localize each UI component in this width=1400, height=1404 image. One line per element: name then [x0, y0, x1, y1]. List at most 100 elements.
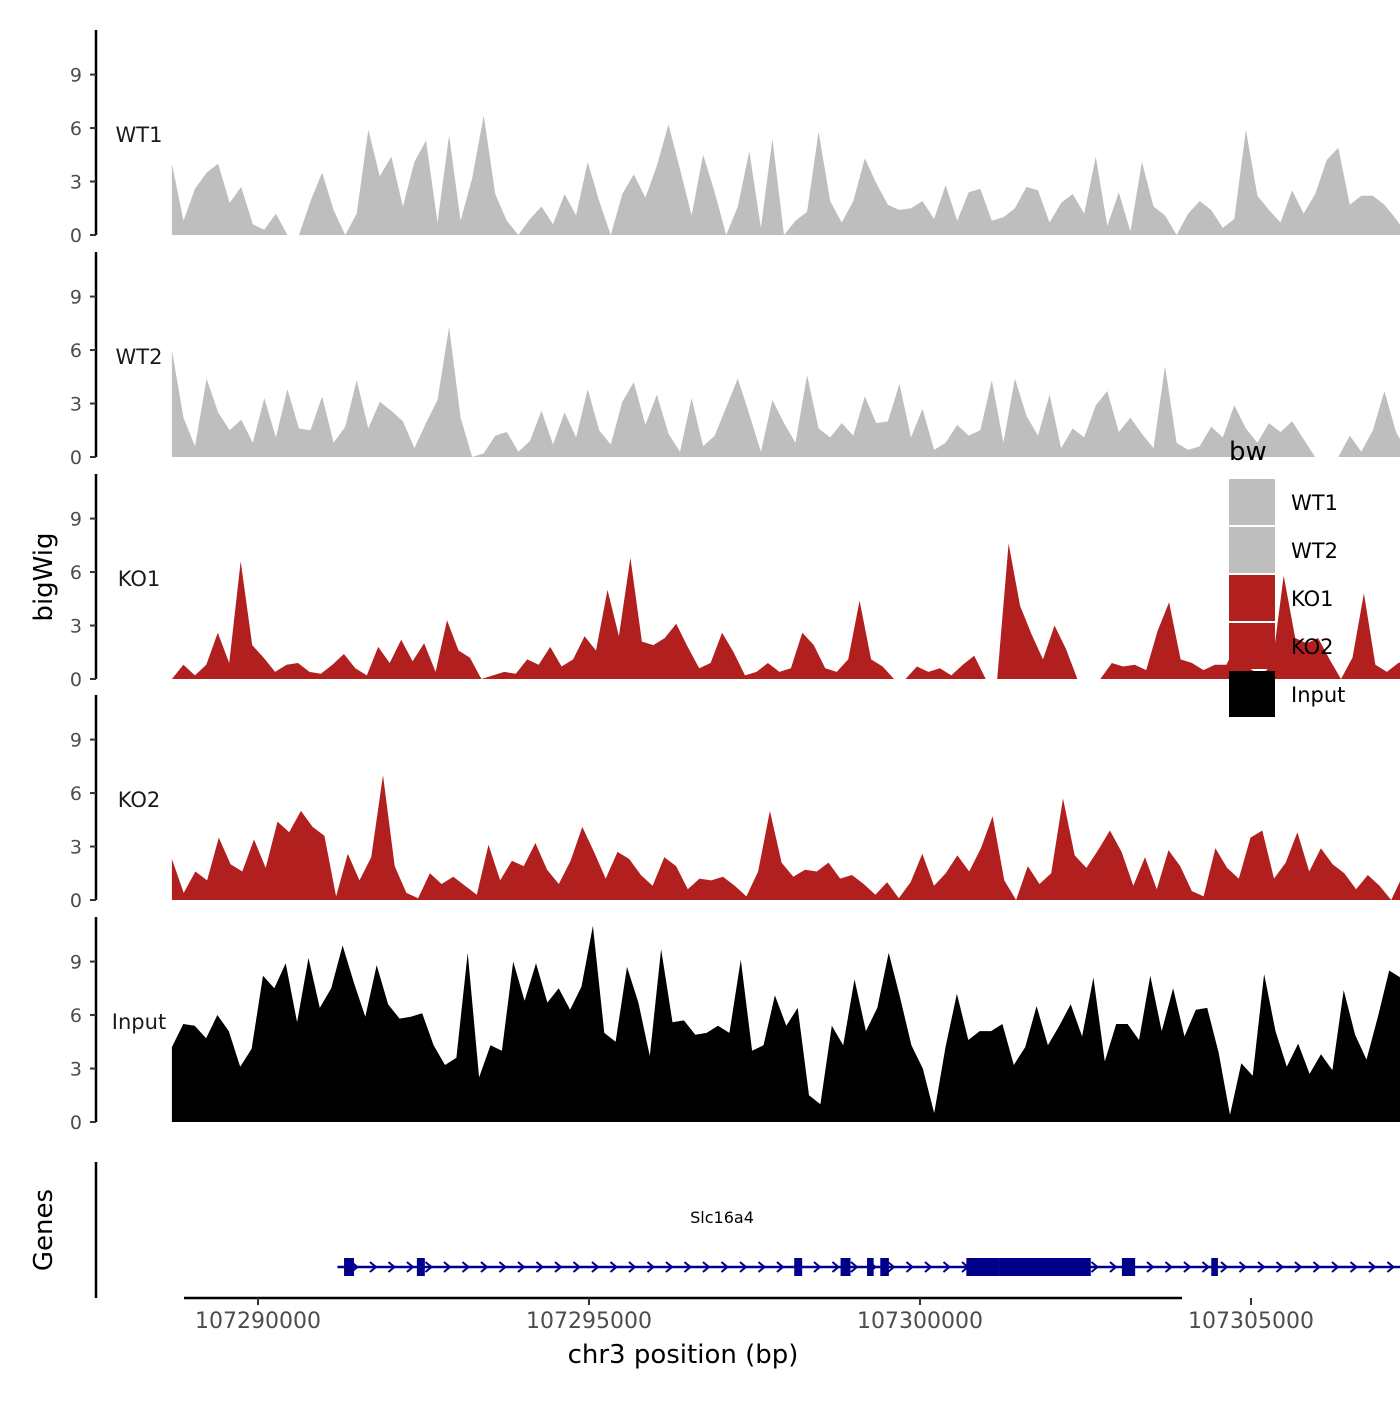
legend-swatch [1229, 575, 1275, 621]
strand-arrow [1109, 1261, 1118, 1273]
y-tick-label: 6 [70, 562, 82, 584]
strand-arrow [905, 1261, 915, 1273]
gene-exon [1121, 1258, 1136, 1276]
strand-arrow [1349, 1261, 1359, 1273]
gene-exon [867, 1258, 874, 1276]
track-panel-wt1: 0 3 6 9 WT1 [70, 30, 1400, 247]
y-tick-label: 3 [70, 1059, 82, 1081]
track-panels: 0 3 6 9 WT1 0 3 6 9 WT2 0 3 6 9 KO1 0 3 6 9 KO2 0 3 6 9 Input [70, 30, 1400, 1134]
strand-arrow [665, 1261, 674, 1273]
y-tick-label: 3 [70, 172, 82, 194]
strand-arrow [1386, 1261, 1396, 1273]
y-tick-label: 0 [70, 225, 82, 247]
strand-arrow [924, 1261, 933, 1273]
y-tick-label: 3 [70, 616, 82, 638]
gene-model [337, 1258, 1400, 1276]
strand-arrow [1183, 1261, 1192, 1273]
strand-arrow [831, 1261, 841, 1273]
strand-arrow [1238, 1261, 1248, 1273]
strand-arrow [498, 1261, 508, 1273]
strand-arrow [739, 1261, 748, 1273]
strand-arrow [646, 1261, 656, 1273]
legend-title: bw [1229, 437, 1267, 467]
coverage-area-ko2 [171, 775, 1400, 900]
legend-item-ko1: KO1 [1229, 575, 1334, 621]
strand-arrow [757, 1261, 767, 1273]
y-tick-label: 9 [70, 509, 82, 531]
y-tick-label: 0 [70, 890, 82, 912]
strand-arrow [554, 1261, 563, 1273]
y-tick-label: 9 [70, 730, 82, 752]
legend-label: Input [1291, 683, 1345, 707]
x-tick-label: 107300000 [857, 1309, 983, 1334]
y-tick-label: 6 [70, 783, 82, 805]
strand-arrow [1146, 1261, 1155, 1273]
strand-arrow [424, 1261, 434, 1273]
legend-items: WT1 WT2 KO1 KO2 Input [1229, 479, 1345, 717]
gene-exon [344, 1258, 354, 1276]
strand-arrow [702, 1261, 711, 1273]
track-panel-ko1: 0 3 6 9 KO1 [70, 474, 1400, 691]
gene-exon [966, 1258, 1000, 1276]
strand-arrow [443, 1261, 452, 1273]
y-tick-label: 9 [70, 952, 82, 974]
strand-arrow [609, 1261, 619, 1273]
strand-arrow [517, 1261, 526, 1273]
strand-arrow [572, 1261, 582, 1273]
legend-swatch [1229, 623, 1275, 669]
x-axis: 1072900001072950001073000001073050001073… [184, 1296, 1314, 1370]
coverage-area-input [171, 925, 1400, 1122]
track-panel-ko2: 0 3 6 9 KO2 [70, 695, 1400, 912]
y-tick-label: 3 [70, 837, 82, 859]
strand-arrow [776, 1261, 785, 1273]
y-tick-label: 6 [70, 118, 82, 140]
strand-arrow [480, 1261, 489, 1273]
x-axis-title: chr3 position (bp) [568, 1340, 799, 1370]
legend-label: KO2 [1291, 635, 1334, 659]
coverage-area-ko1 [171, 543, 1400, 679]
strand-arrow [1257, 1261, 1266, 1273]
x-tick-label: 107295000 [526, 1309, 652, 1334]
track-label-wt2: WT2 [116, 345, 163, 369]
genes-axis-title: Genes [29, 1189, 59, 1271]
gene-exon [794, 1258, 803, 1276]
strand-arrow [1312, 1261, 1322, 1273]
coverage-area-wt1 [171, 115, 1400, 235]
y-tick-label: 6 [70, 340, 82, 362]
strand-arrow [1090, 1261, 1100, 1273]
y-tick-label: 6 [70, 1005, 82, 1027]
strand-arrow [942, 1261, 952, 1273]
y-axis-title: bigWig [29, 532, 59, 621]
gene-exon [999, 1258, 1091, 1276]
track-panel-wt2: 0 3 6 9 WT2 [70, 252, 1400, 469]
y-tick-label: 9 [70, 65, 82, 87]
legend-label: KO1 [1291, 587, 1334, 611]
strand-arrow [461, 1261, 471, 1273]
strand-arrow [1220, 1261, 1229, 1273]
strand-arrow [1331, 1261, 1340, 1273]
track-label-ko1: KO1 [118, 567, 161, 591]
coverage-area-wt2 [171, 326, 1400, 457]
strand-arrow [683, 1261, 693, 1273]
legend-item-wt1: WT1 [1229, 479, 1338, 525]
strand-arrow [387, 1261, 397, 1273]
y-tick-label: 3 [70, 394, 82, 416]
legend-swatch [1229, 479, 1275, 525]
gene-exon [840, 1258, 851, 1276]
legend-item-wt2: WT2 [1229, 527, 1338, 573]
strand-arrow [1368, 1261, 1377, 1273]
strand-arrow [628, 1261, 637, 1273]
strand-arrow [813, 1261, 822, 1273]
x-tick-label: 107305000 [1188, 1309, 1314, 1334]
track-panel-input: 0 3 6 9 Input [70, 917, 1400, 1134]
legend: bw WT1 WT2 KO1 KO2 Input [1229, 437, 1345, 717]
strand-arrow [1201, 1261, 1211, 1273]
strand-arrow [887, 1261, 896, 1273]
legend-swatch [1229, 527, 1275, 573]
strand-arrow [720, 1261, 730, 1273]
track-label-input: Input [112, 1010, 166, 1034]
gene-exon [880, 1258, 889, 1276]
y-tick-label: 0 [70, 447, 82, 469]
